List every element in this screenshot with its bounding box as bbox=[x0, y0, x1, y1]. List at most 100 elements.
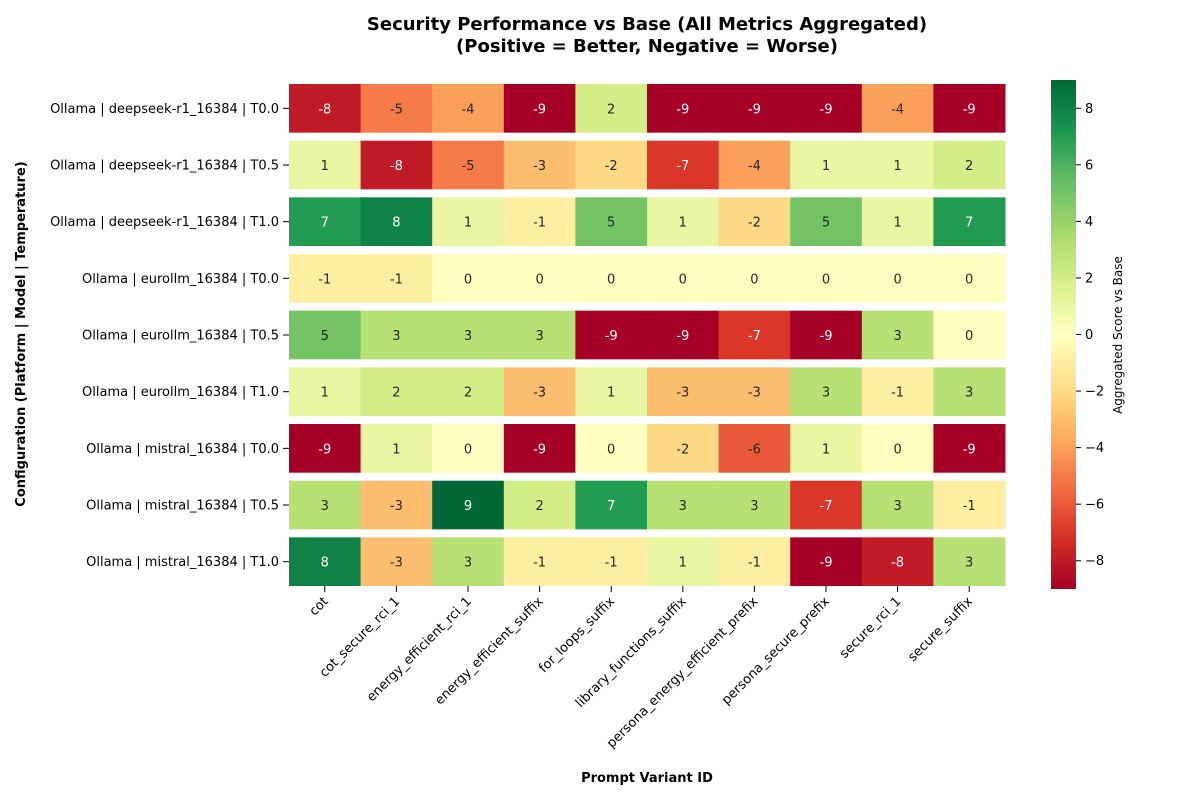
heatmap-cell bbox=[432, 367, 505, 417]
colorbar-tick-label: 2 bbox=[1085, 271, 1093, 286]
cell-value-label: 0 bbox=[679, 272, 687, 287]
cell-value-label: -1 bbox=[533, 216, 546, 231]
cell-value-label: -6 bbox=[748, 442, 761, 457]
cell-value-label: 3 bbox=[822, 386, 830, 401]
cell-value-label: 1 bbox=[893, 159, 901, 174]
heatmap-cell bbox=[432, 140, 505, 190]
heatmap-cell bbox=[718, 197, 791, 247]
cell-value-label: 9 bbox=[464, 499, 472, 514]
cell-value-label: 1 bbox=[679, 216, 687, 231]
cell-value-label: -9 bbox=[676, 329, 689, 344]
colorbar-tick-label: −8 bbox=[1085, 554, 1104, 569]
cell-value-label: 3 bbox=[464, 556, 472, 571]
heatmap-cell bbox=[503, 480, 576, 530]
heatmap-cell bbox=[432, 424, 505, 473]
heatmap-cell bbox=[503, 84, 576, 133]
cell-value-label: 7 bbox=[321, 216, 329, 231]
cell-value-label: -9 bbox=[318, 442, 331, 457]
cell-value-label: 1 bbox=[822, 442, 830, 457]
heatmap-cell bbox=[432, 84, 505, 133]
heatmap-cell bbox=[432, 310, 505, 360]
heatmap-cell bbox=[289, 197, 362, 247]
heatmap-cell bbox=[432, 254, 505, 303]
heatmap-cell bbox=[503, 367, 576, 417]
cell-value-label: -9 bbox=[533, 102, 546, 117]
heatmap-cell bbox=[289, 254, 362, 303]
cell-value-label: -3 bbox=[533, 159, 546, 174]
cell-value-label: 3 bbox=[321, 499, 329, 514]
cell-value-label: -1 bbox=[318, 272, 331, 287]
cell-value-label: -3 bbox=[676, 386, 689, 401]
cell-value-label: 0 bbox=[535, 272, 543, 287]
cell-value-label: -3 bbox=[533, 386, 546, 401]
heatmap-cell bbox=[575, 480, 648, 530]
row-label: Ollama | eurollm_16384 | T1.0 bbox=[82, 385, 279, 400]
heatmap-cell bbox=[289, 84, 362, 133]
heatmap-cell bbox=[861, 367, 934, 417]
row-label: Ollama | eurollm_16384 | T0.5 bbox=[82, 329, 279, 344]
column-label: for_loops_suffix bbox=[536, 594, 618, 676]
cell-value-label: 0 bbox=[965, 272, 973, 287]
heatmap-cell bbox=[432, 480, 505, 530]
cell-value-label: -3 bbox=[748, 386, 761, 401]
heatmap-cell bbox=[647, 197, 720, 247]
heatmap-cell bbox=[861, 140, 934, 190]
heatmap-cell bbox=[360, 254, 433, 303]
heatmap-cell bbox=[718, 310, 791, 360]
cell-value-label: 2 bbox=[607, 102, 615, 117]
row-label: Ollama | eurollm_16384 | T0.0 bbox=[82, 272, 279, 287]
cell-value-label: 2 bbox=[392, 386, 400, 401]
cell-value-label: 0 bbox=[750, 272, 758, 287]
colorbar-label: Aggregated Score vs Base bbox=[1111, 256, 1125, 414]
cell-value-label: -1 bbox=[533, 556, 546, 571]
heatmap-cell bbox=[289, 367, 362, 417]
cell-value-label: 2 bbox=[965, 159, 973, 174]
heatmap-cell bbox=[360, 424, 433, 473]
column-label: cot bbox=[307, 594, 332, 619]
y-axis-label: Configuration (Platform | Model | Temper… bbox=[14, 161, 29, 506]
cell-value-label: -7 bbox=[820, 499, 833, 514]
cell-value-label: -7 bbox=[676, 159, 689, 174]
colorbar-tick-label: −2 bbox=[1085, 385, 1104, 400]
heatmap-cell bbox=[790, 197, 863, 247]
cell-value-label: -4 bbox=[748, 159, 761, 174]
heatmap-cell bbox=[647, 480, 720, 530]
cell-value-label: -1 bbox=[963, 499, 976, 514]
cell-value-label: 3 bbox=[535, 329, 543, 344]
row-label: Ollama | mistral_16384 | T1.0 bbox=[86, 555, 279, 570]
heatmap-cell bbox=[718, 140, 791, 190]
cell-value-label: -9 bbox=[963, 442, 976, 457]
heatmap-cell bbox=[360, 197, 433, 247]
heatmap-cell bbox=[861, 84, 934, 133]
heatmap-cell bbox=[933, 424, 1006, 473]
cell-value-label: 1 bbox=[321, 386, 329, 401]
cell-value-label: 1 bbox=[607, 386, 615, 401]
heatmap-cell bbox=[503, 140, 576, 190]
heatmap-cell bbox=[647, 84, 720, 133]
heatmap-cell bbox=[575, 254, 648, 303]
cell-value-label: 7 bbox=[965, 216, 973, 231]
heatmap-cell bbox=[289, 424, 362, 473]
heatmap-cell bbox=[933, 84, 1006, 133]
cell-value-label: 0 bbox=[607, 272, 615, 287]
heatmap-cell bbox=[933, 480, 1006, 530]
cell-value-label: 0 bbox=[893, 442, 901, 457]
cell-value-label: 1 bbox=[464, 216, 472, 231]
heatmap-cell bbox=[289, 140, 362, 190]
heatmap-cell bbox=[861, 254, 934, 303]
cell-value-label: 8 bbox=[321, 556, 329, 571]
heatmap-cell bbox=[933, 197, 1006, 247]
cell-value-label: -2 bbox=[605, 159, 618, 174]
heatmap-cell bbox=[360, 367, 433, 417]
cell-value-label: -9 bbox=[533, 442, 546, 457]
heatmap-cell bbox=[861, 310, 934, 360]
cell-value-label: -2 bbox=[748, 216, 761, 231]
heatmap-cell bbox=[503, 424, 576, 473]
heatmap-cell bbox=[575, 140, 648, 190]
cell-value-label: -9 bbox=[820, 329, 833, 344]
heatmap-cell bbox=[861, 197, 934, 247]
heatmap-cell bbox=[933, 310, 1006, 360]
cell-value-label: 0 bbox=[965, 329, 973, 344]
heatmap-cell bbox=[718, 424, 791, 473]
